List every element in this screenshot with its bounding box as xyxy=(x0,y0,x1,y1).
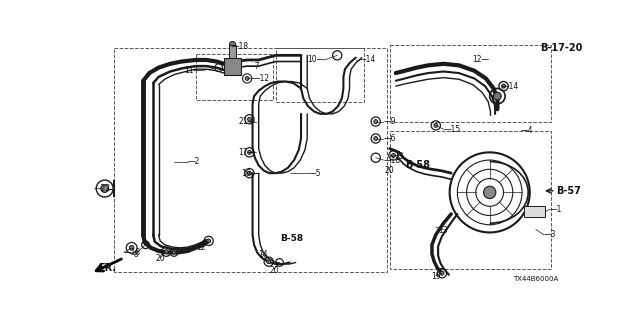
Text: B-58: B-58 xyxy=(280,234,303,243)
Text: 20: 20 xyxy=(385,165,394,175)
Text: B-58: B-58 xyxy=(405,160,430,171)
Text: —18: —18 xyxy=(124,248,141,257)
Circle shape xyxy=(502,84,506,88)
Text: 11—: 11— xyxy=(184,66,201,75)
Text: —18: —18 xyxy=(383,156,401,164)
Circle shape xyxy=(101,185,109,192)
Circle shape xyxy=(392,154,396,157)
Text: 13: 13 xyxy=(438,226,448,235)
Text: —3: —3 xyxy=(543,230,556,239)
Text: 12: 12 xyxy=(196,243,205,252)
Text: —15: —15 xyxy=(444,125,461,134)
Bar xyxy=(224,58,241,75)
Text: 14: 14 xyxy=(258,250,268,259)
Text: 20: 20 xyxy=(269,266,279,275)
Text: B-17-20: B-17-20 xyxy=(541,43,583,52)
Bar xyxy=(196,54,273,100)
Text: —5: —5 xyxy=(308,169,321,178)
Text: —12: —12 xyxy=(253,74,269,83)
Bar xyxy=(114,48,387,273)
Bar xyxy=(524,206,545,217)
Circle shape xyxy=(248,150,252,154)
Circle shape xyxy=(207,239,211,243)
Text: 10—: 10— xyxy=(307,55,324,64)
Text: 13: 13 xyxy=(394,152,404,161)
Text: 17—: 17— xyxy=(238,148,255,157)
Text: TX44B6000A: TX44B6000A xyxy=(513,276,558,282)
Text: 16—: 16— xyxy=(241,169,259,178)
Circle shape xyxy=(245,76,249,80)
Text: —2: —2 xyxy=(188,157,200,166)
Circle shape xyxy=(230,42,236,48)
Circle shape xyxy=(440,271,444,275)
Circle shape xyxy=(374,137,378,140)
Text: B-57: B-57 xyxy=(556,186,580,196)
Text: 8: 8 xyxy=(133,250,138,259)
Text: —9: —9 xyxy=(383,117,396,126)
Bar xyxy=(390,44,551,122)
Circle shape xyxy=(267,260,271,264)
Bar xyxy=(390,131,551,269)
Text: —4: —4 xyxy=(520,126,533,135)
Text: 19: 19 xyxy=(431,272,440,281)
Text: 20: 20 xyxy=(156,254,165,263)
Text: —6: —6 xyxy=(383,134,396,143)
Circle shape xyxy=(493,92,501,100)
Circle shape xyxy=(164,250,168,254)
Circle shape xyxy=(248,171,252,175)
Bar xyxy=(230,44,236,59)
Text: —7: —7 xyxy=(247,62,260,71)
Text: —14: —14 xyxy=(502,82,519,91)
Circle shape xyxy=(434,124,438,127)
Bar xyxy=(276,48,364,101)
Text: —22: —22 xyxy=(94,184,111,193)
Text: —1: —1 xyxy=(550,205,562,214)
Text: FR.: FR. xyxy=(99,263,116,273)
Circle shape xyxy=(374,120,378,124)
Text: 21—: 21— xyxy=(239,117,255,126)
Circle shape xyxy=(248,117,252,121)
Circle shape xyxy=(484,186,496,198)
Text: —14: —14 xyxy=(359,55,376,64)
Text: —18: —18 xyxy=(232,42,249,51)
Text: 12—: 12— xyxy=(472,55,490,64)
Circle shape xyxy=(129,245,134,250)
Circle shape xyxy=(172,251,175,254)
